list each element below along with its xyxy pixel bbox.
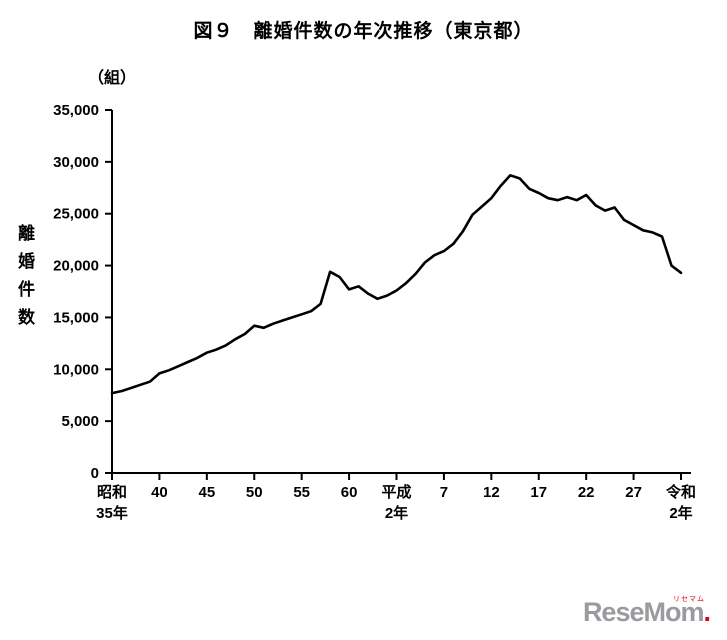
y-tick-label: 35,000 (53, 102, 99, 119)
x-tick-label: 令和 (666, 483, 696, 501)
y-axis-title-char: 離 (18, 224, 35, 243)
y-axis-title-char: 数 (18, 308, 35, 327)
x-tick-label: 27 (625, 484, 642, 501)
x-tick-label: 40 (151, 484, 168, 501)
x-tick-label: 55 (293, 484, 310, 501)
y-tick-label: 20,000 (53, 258, 99, 275)
logo-text: ReseMom (582, 597, 705, 627)
y-axis-title: 離 婚 件 数 (18, 220, 35, 332)
logo-dot: . (703, 597, 711, 627)
y-axis-unit-label: （組） (88, 70, 137, 87)
y-tick-label: 5,000 (61, 413, 99, 430)
x-tick-label: 昭和 (97, 484, 127, 501)
x-tick-label: 60 (341, 484, 358, 501)
divorce-count-series-line (110, 174, 683, 395)
y-tick-label: 25,000 (53, 206, 99, 223)
y-tick-label: 30,000 (53, 154, 99, 171)
y-axis-title-char: 件 (18, 280, 35, 299)
y-tick-label: 15,000 (53, 309, 99, 326)
x-tick-label: 17 (530, 484, 547, 501)
y-axis-title-char: 婚 (18, 252, 35, 271)
x-tick-label: 12 (483, 484, 500, 501)
x-tick-label: 22 (578, 484, 595, 501)
x-tick-label: 7 (440, 484, 448, 501)
resemom-logo: リセマム ReseMom. (583, 592, 711, 632)
x-tick-label: 平成 (381, 483, 411, 501)
x-tick-label: 45 (198, 484, 215, 501)
x-tick-label-line2: 2年 (669, 504, 692, 522)
y-tick-label: 10,000 (53, 361, 99, 378)
chart-title: 図９ 離婚件数の年次推移（東京都） (193, 21, 534, 42)
logo-ruby-text: リセマム (673, 596, 705, 603)
y-tick-label: 0 (91, 465, 99, 482)
x-tick-label-line2: 35年 (96, 504, 128, 522)
x-tick-label-line2: 2年 (385, 504, 408, 522)
x-tick-label: 50 (246, 484, 263, 501)
